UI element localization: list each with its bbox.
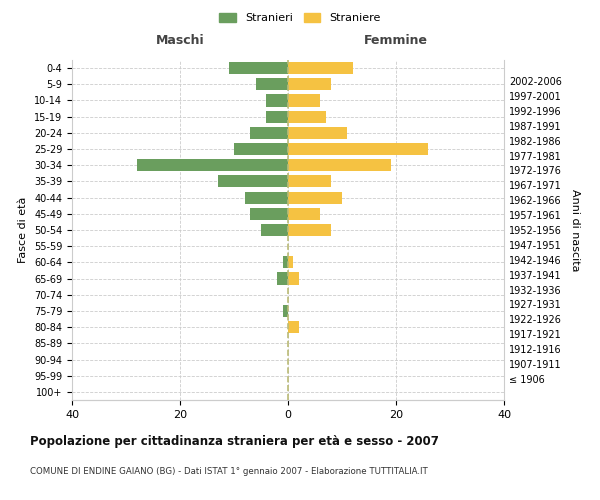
Bar [288,224,331,236]
Bar [288,321,299,333]
Y-axis label: Anni di nascita: Anni di nascita [570,188,580,271]
Bar [288,272,299,284]
Bar [137,159,288,172]
Bar [288,62,353,74]
Text: COMUNE DI ENDINE GAIANO (BG) - Dati ISTAT 1° gennaio 2007 - Elaborazione TUTTITA: COMUNE DI ENDINE GAIANO (BG) - Dati ISTA… [30,468,428,476]
Bar [288,78,331,90]
Bar [266,94,288,106]
Bar [229,62,288,74]
Bar [288,110,326,122]
Legend: Stranieri, Straniere: Stranieri, Straniere [215,8,385,28]
Bar [234,143,288,155]
Bar [250,127,288,139]
Text: Maschi: Maschi [155,34,205,47]
Text: Popolazione per cittadinanza straniera per età e sesso - 2007: Popolazione per cittadinanza straniera p… [30,435,439,448]
Bar [288,176,331,188]
Y-axis label: Fasce di età: Fasce di età [19,197,28,263]
Bar [218,176,288,188]
Bar [277,272,288,284]
Bar [288,127,347,139]
Bar [261,224,288,236]
Bar [250,208,288,220]
Bar [288,143,428,155]
Bar [288,192,342,203]
Bar [245,192,288,203]
Bar [288,159,391,172]
Bar [288,256,293,268]
Bar [266,110,288,122]
Bar [256,78,288,90]
Bar [283,256,288,268]
Bar [288,208,320,220]
Bar [288,94,320,106]
Text: Femmine: Femmine [364,34,428,47]
Bar [283,305,288,317]
